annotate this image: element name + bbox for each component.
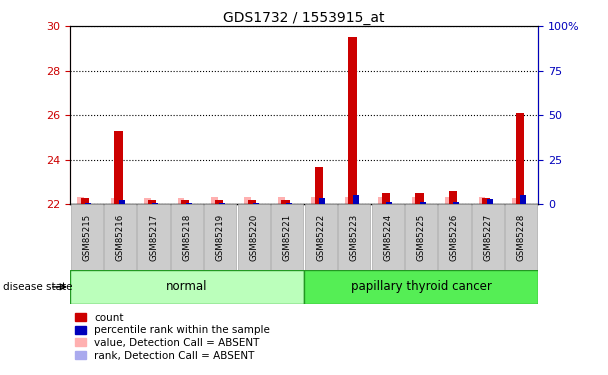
Bar [70,270,304,304]
Bar [371,204,404,270]
Bar [171,204,203,270]
Text: GSM85227: GSM85227 [483,214,492,261]
Text: GSM85223: GSM85223 [350,214,359,261]
Bar [282,200,290,204]
Bar [449,191,457,204]
Bar [271,204,303,270]
Bar [319,198,325,204]
Bar [71,204,103,270]
Bar [248,200,257,204]
Bar [244,196,251,204]
Bar [81,198,89,204]
Bar [386,202,392,204]
Text: disease state: disease state [3,282,72,292]
Bar [181,200,190,204]
Bar [453,202,459,204]
Bar [305,204,337,270]
Bar [353,195,359,204]
Text: GSM85220: GSM85220 [249,214,258,261]
Bar [148,200,156,204]
Bar [348,38,357,204]
Bar [382,193,390,204]
Text: GSM85218: GSM85218 [182,214,192,261]
Bar [178,198,184,204]
Bar [512,198,519,204]
Bar [238,204,270,270]
Bar [445,196,452,204]
Bar [315,166,323,204]
Bar [215,200,223,204]
Text: GSM85217: GSM85217 [149,214,158,261]
Bar [516,113,524,204]
Text: GSM85224: GSM85224 [383,214,392,261]
Bar [137,204,170,270]
Text: GSM85222: GSM85222 [316,214,325,261]
Text: GSM85221: GSM85221 [283,214,292,261]
Bar [104,204,136,270]
Bar [472,204,504,270]
Bar [338,204,370,270]
Text: normal: normal [166,280,208,293]
Bar [438,204,471,270]
Bar [345,196,351,204]
Bar [478,196,485,204]
Bar [304,270,538,304]
Bar [211,196,218,204]
Bar [378,196,385,204]
Bar [114,131,123,204]
Bar [119,200,125,204]
Bar [405,204,437,270]
Bar [520,195,526,204]
Text: papillary thyroid cancer: papillary thyroid cancer [351,280,491,293]
Text: GSM85215: GSM85215 [82,214,91,261]
Bar [415,193,424,204]
Bar [311,196,318,204]
Bar [420,202,426,204]
Legend: count, percentile rank within the sample, value, Detection Call = ABSENT, rank, : count, percentile rank within the sample… [75,313,270,360]
Text: GSM85219: GSM85219 [216,214,225,261]
Bar [204,204,237,270]
Bar [486,199,492,204]
Bar [144,198,151,204]
Bar [77,196,84,204]
Text: GSM85216: GSM85216 [116,214,125,261]
Text: GSM85225: GSM85225 [416,214,426,261]
Bar [111,198,117,204]
Title: GDS1732 / 1553915_at: GDS1732 / 1553915_at [223,11,385,25]
Bar [505,204,537,270]
Bar [482,198,491,204]
Text: GSM85226: GSM85226 [450,214,459,261]
Text: GSM85228: GSM85228 [517,214,526,261]
Bar [278,196,285,204]
Bar [412,196,418,204]
